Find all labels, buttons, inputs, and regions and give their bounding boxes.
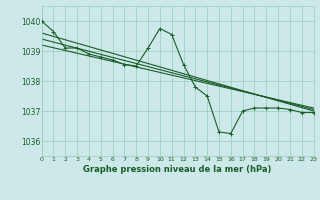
X-axis label: Graphe pression niveau de la mer (hPa): Graphe pression niveau de la mer (hPa) xyxy=(84,165,272,174)
